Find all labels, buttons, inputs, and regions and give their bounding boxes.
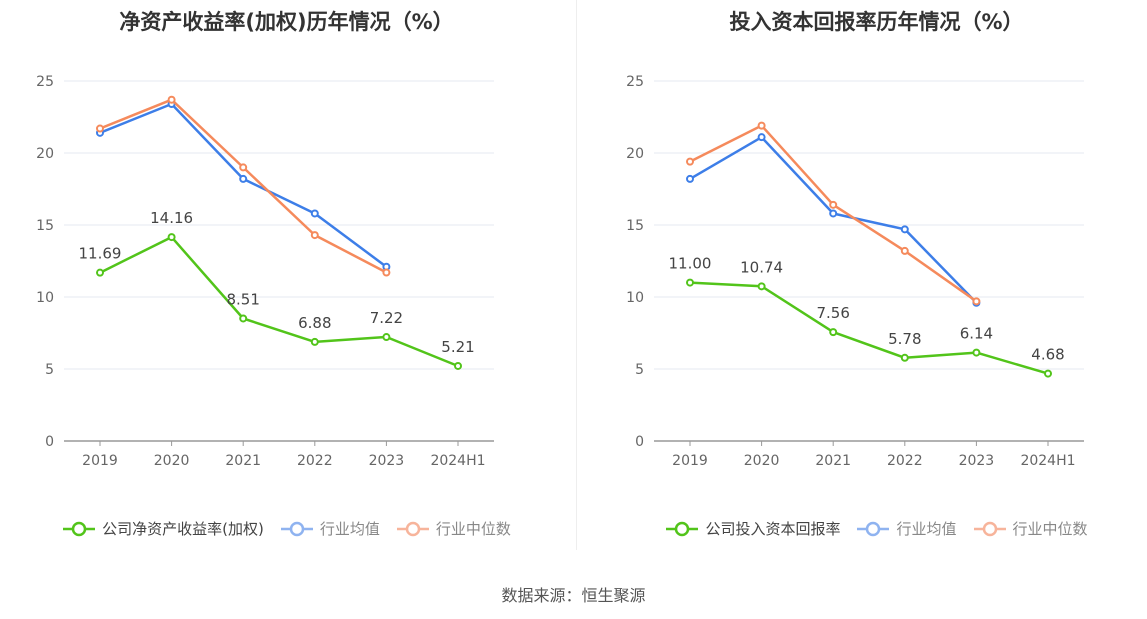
legend-item[interactable]: 公司净资产收益率(加权) xyxy=(62,518,264,539)
chart-title: 净资产收益率(加权)历年情况（%） xyxy=(119,10,454,34)
roic-chart-panel: 投入资本回报率历年情况（%） 0 5 10 15 20 25 2019 2020 2021 202… xyxy=(590,0,1147,560)
legend-label: 行业中位数 xyxy=(1012,520,1088,538)
y-tick-label: 15 xyxy=(36,218,54,234)
data-label: 14.16 xyxy=(150,209,193,227)
legend-swatch-icon xyxy=(666,521,699,536)
x-tick-label: 2020 xyxy=(154,453,190,469)
data-point[interactable] xyxy=(829,200,838,209)
y-tick-label: 5 xyxy=(45,362,54,378)
data-label: 11.00 xyxy=(669,255,712,273)
data-point[interactable] xyxy=(757,282,766,291)
legend-label: 公司净资产收益率(加权) xyxy=(102,520,264,538)
y-tick-label: 25 xyxy=(626,74,644,90)
x-tick-label: 2020 xyxy=(744,453,780,469)
legend-label: 行业均值 xyxy=(896,520,957,538)
data-label: 6.14 xyxy=(960,325,993,343)
panel-divider xyxy=(576,0,577,550)
roe-line-chart: 0 5 10 15 20 25 2019 2020 2021 2022 2023 2024H1 11.6… xyxy=(36,74,494,469)
data-point[interactable] xyxy=(310,231,319,240)
data-point[interactable] xyxy=(239,174,248,183)
data-point[interactable] xyxy=(900,225,909,234)
data-point[interactable] xyxy=(167,233,176,242)
data-point[interactable] xyxy=(96,124,104,133)
x-tick-label: 2024H1 xyxy=(1020,453,1075,469)
y-tick-label: 10 xyxy=(36,290,54,306)
legend-swatch-icon xyxy=(63,521,96,536)
data-label: 6.88 xyxy=(298,314,331,332)
x-tick-label: 2022 xyxy=(297,453,333,469)
data-point[interactable] xyxy=(382,333,391,342)
data-point[interactable] xyxy=(972,348,981,357)
data-source: 数据来源：恒生聚源 xyxy=(501,586,646,605)
x-tick-label: 2023 xyxy=(959,453,995,469)
x-tick-label: 2019 xyxy=(672,453,708,469)
data-point[interactable] xyxy=(686,278,694,287)
legend-swatch-icon xyxy=(396,521,429,536)
legend-item[interactable]: 行业中位数 xyxy=(396,518,511,539)
y-tick-label: 10 xyxy=(626,290,644,306)
legend-swatch-icon xyxy=(857,521,890,536)
x-tick-label: 2024H1 xyxy=(430,453,485,469)
data-point[interactable] xyxy=(686,157,694,166)
data-point[interactable] xyxy=(239,163,248,172)
y-tick-label: 20 xyxy=(36,146,54,162)
legend-label: 公司投入资本回报率 xyxy=(705,520,841,538)
data-point[interactable] xyxy=(829,209,838,218)
x-tick-label: 2023 xyxy=(369,453,405,469)
data-label: 8.51 xyxy=(226,290,259,308)
series-line xyxy=(99,235,459,368)
data-point[interactable] xyxy=(382,268,391,277)
legend-item[interactable]: 公司投入资本回报率 xyxy=(665,518,840,539)
data-point[interactable] xyxy=(757,121,766,130)
y-tick-label: 5 xyxy=(635,362,644,378)
series-line xyxy=(99,98,387,274)
data-label: 4.68 xyxy=(1031,346,1064,364)
x-tick-label: 2022 xyxy=(887,453,923,469)
x-tick-label: 2021 xyxy=(815,453,851,469)
data-point[interactable] xyxy=(757,133,766,142)
data-label: 11.69 xyxy=(79,245,122,263)
chart-legend: 公司投入资本回报率 行业均值 行业中位数 xyxy=(590,518,1147,539)
data-point[interactable] xyxy=(972,297,981,306)
data-point[interactable] xyxy=(686,174,694,183)
series-line xyxy=(689,281,1049,375)
data-label: 10.74 xyxy=(740,258,783,276)
series-line xyxy=(689,135,978,304)
data-point[interactable] xyxy=(454,361,462,370)
data-point[interactable] xyxy=(96,268,104,277)
chart-legend: 公司净资产收益率(加权) 行业均值 行业中位数 xyxy=(0,518,573,539)
data-label: 7.56 xyxy=(816,304,849,322)
y-tick-label: 0 xyxy=(45,434,54,450)
y-tick-label: 25 xyxy=(36,74,54,90)
data-point[interactable] xyxy=(167,95,176,104)
data-label: 5.21 xyxy=(441,338,474,356)
data-label: 7.22 xyxy=(370,309,403,327)
data-label: 5.78 xyxy=(888,330,921,348)
legend-item[interactable]: 行业均值 xyxy=(280,518,380,539)
data-point[interactable] xyxy=(829,328,838,337)
chart-title: 投入资本回报率历年情况（%） xyxy=(729,10,1024,34)
data-point[interactable] xyxy=(900,246,909,255)
data-point[interactable] xyxy=(1044,369,1052,378)
roe-chart-panel: 净资产收益率(加权)历年情况（%） 0 5 10 15 20 25 2019 2020 2021… xyxy=(0,0,573,560)
series-line xyxy=(99,102,388,268)
y-tick-label: 0 xyxy=(635,434,644,450)
y-tick-label: 15 xyxy=(626,218,644,234)
legend-label: 行业中位数 xyxy=(435,520,511,538)
roic-line-chart: 0 5 10 15 20 25 2019 2020 2021 2022 2023 2024H1 11.0… xyxy=(626,74,1084,469)
x-tick-label: 2019 xyxy=(82,453,118,469)
legend-item[interactable]: 行业中位数 xyxy=(973,518,1088,539)
data-point[interactable] xyxy=(900,353,909,362)
legend-item[interactable]: 行业均值 xyxy=(856,518,957,539)
legend-swatch-icon xyxy=(973,521,1006,536)
y-tick-label: 20 xyxy=(626,146,644,162)
data-point[interactable] xyxy=(310,337,319,346)
data-point[interactable] xyxy=(239,314,248,323)
x-tick-label: 2021 xyxy=(225,453,261,469)
data-point[interactable] xyxy=(310,209,319,218)
legend-label: 行业均值 xyxy=(319,520,380,538)
legend-swatch-icon xyxy=(280,521,313,536)
